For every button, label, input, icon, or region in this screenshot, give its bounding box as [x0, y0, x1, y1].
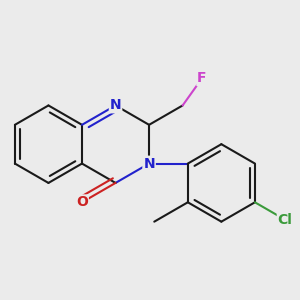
Text: O: O — [76, 195, 88, 209]
Text: F: F — [197, 71, 207, 85]
Text: Cl: Cl — [278, 213, 292, 227]
Text: N: N — [143, 157, 155, 171]
Text: N: N — [110, 98, 121, 112]
